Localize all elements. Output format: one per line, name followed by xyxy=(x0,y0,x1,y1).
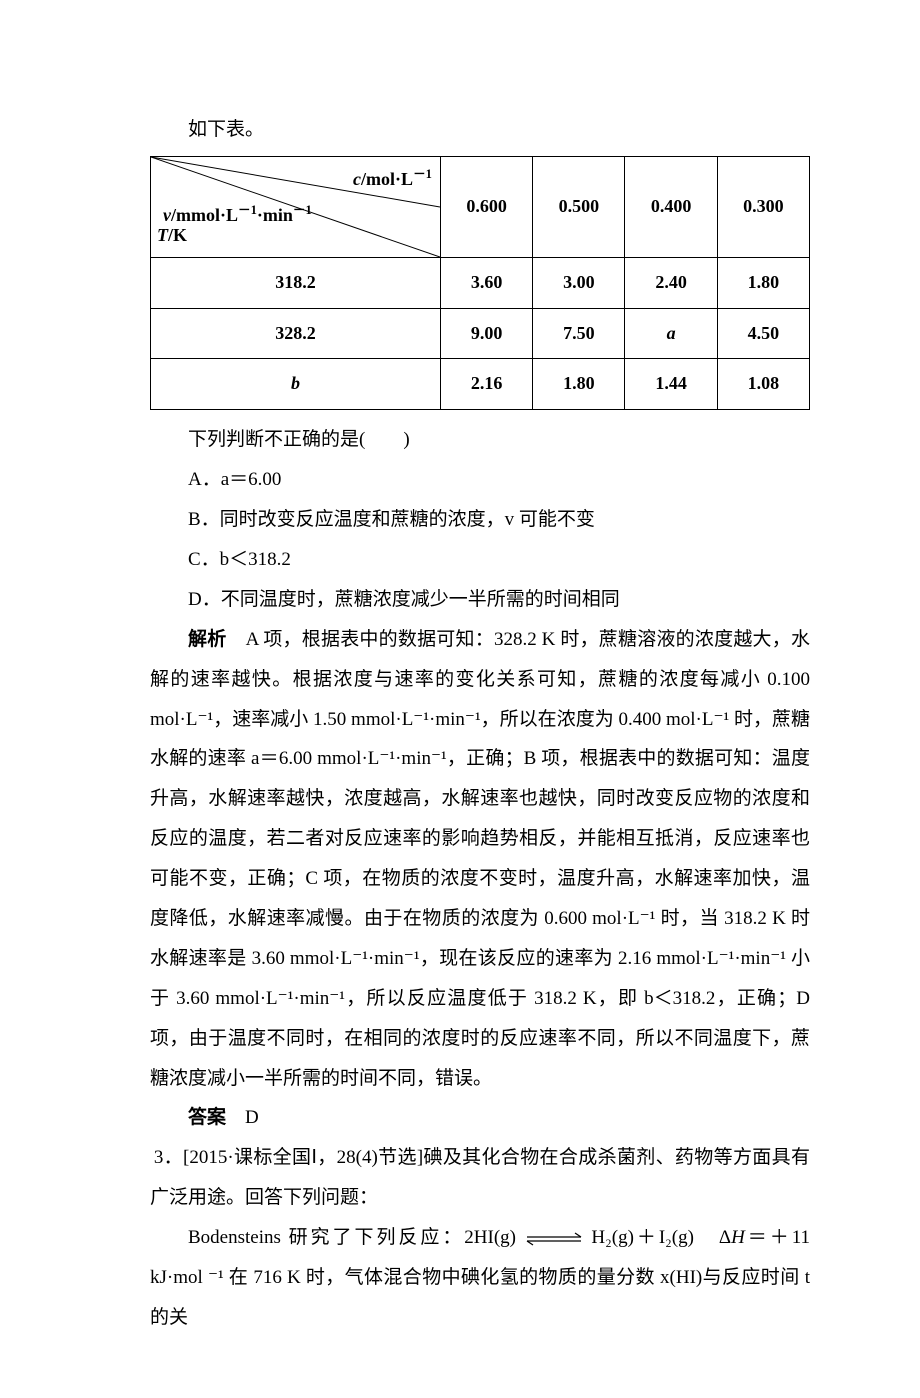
col-0400: 0.400 xyxy=(625,156,717,257)
cell: 3.60 xyxy=(440,257,532,308)
rowkey-b: b xyxy=(151,359,441,410)
header-T: T/K xyxy=(157,217,187,255)
equilibrium-arrow-icon xyxy=(524,1232,584,1246)
cell: 4.50 xyxy=(717,308,809,359)
cell: 1.08 xyxy=(717,359,809,410)
question-3: 3．[2015·课标全国Ⅰ，28(4)节选]碘及其化合物在合成杀菌剂、药物等方面… xyxy=(150,1138,810,1218)
explain-label: 解析 xyxy=(188,629,226,650)
cell: 1.80 xyxy=(717,257,809,308)
answer-line: 答案 D xyxy=(150,1098,810,1138)
table-row: 318.2 3.60 3.00 2.40 1.80 xyxy=(151,257,810,308)
header-c: c/mol·L－1 xyxy=(353,161,432,199)
intro-text: 如下表。 xyxy=(150,110,810,150)
table-row: 328.2 9.00 7.50 a 4.50 xyxy=(151,308,810,359)
cell-a: a xyxy=(625,308,717,359)
option-c: C．b＜318.2 xyxy=(150,540,810,580)
cell: 3.00 xyxy=(533,257,625,308)
cell: 9.00 xyxy=(440,308,532,359)
cell: 2.16 xyxy=(440,359,532,410)
explanation: 解析 A 项，根据表中的数据可知：328.2 K 时，蔗糖溶液的浓度越大，水解的… xyxy=(150,620,810,1099)
diag-header-cell: c/mol·L－1 v/mmol·L－1·min－1 T/K xyxy=(151,156,441,257)
table-row: b 2.16 1.80 1.44 1.08 xyxy=(151,359,810,410)
col-0500: 0.500 xyxy=(533,156,625,257)
q3-source: [2015·课标全国Ⅰ，28(4)节选] xyxy=(183,1147,423,1168)
question-stem: 下列判断不正确的是( ) xyxy=(150,420,810,460)
col-0300: 0.300 xyxy=(717,156,809,257)
answer-label: 答案 xyxy=(188,1107,226,1128)
explain-body: A 项，根据表中的数据可知：328.2 K 时，蔗糖溶液的浓度越大，水解的速率越… xyxy=(150,629,810,1089)
q3-delta-h: H xyxy=(731,1227,745,1248)
answer-value: D xyxy=(226,1107,259,1128)
q3-number: 3． xyxy=(154,1147,183,1168)
option-d: D．不同温度时，蔗糖浓度减少一半所需的时间相同 xyxy=(150,580,810,620)
cell: 2.40 xyxy=(625,257,717,308)
cell: 1.44 xyxy=(625,359,717,410)
rowkey-328: 328.2 xyxy=(151,308,441,359)
q3-part-d: ⁻¹ 在 716 K 时，气体混合物中碘化氢的物质的量分数 x(HI)与反应时间… xyxy=(150,1267,810,1328)
option-a: A．a＝6.00 xyxy=(150,460,810,500)
cell: 1.80 xyxy=(533,359,625,410)
q3-body: Bodensteins 研究了下列反应：2HI(g) H₂(g)＋I₂(g) Δ… xyxy=(150,1218,810,1338)
rowkey-318: 318.2 xyxy=(151,257,441,308)
data-table: c/mol·L－1 v/mmol·L－1·min－1 T/K 0.600 0.5… xyxy=(150,156,810,410)
cell: 7.50 xyxy=(533,308,625,359)
q3-part-b: H₂(g)＋I₂(g) Δ xyxy=(584,1227,731,1248)
col-0600: 0.600 xyxy=(440,156,532,257)
option-b: B．同时改变反应温度和蔗糖的浓度，v 可能不变 xyxy=(150,500,810,540)
q3-part-a: Bodensteins 研究了下列反应：2HI(g) xyxy=(188,1227,524,1248)
